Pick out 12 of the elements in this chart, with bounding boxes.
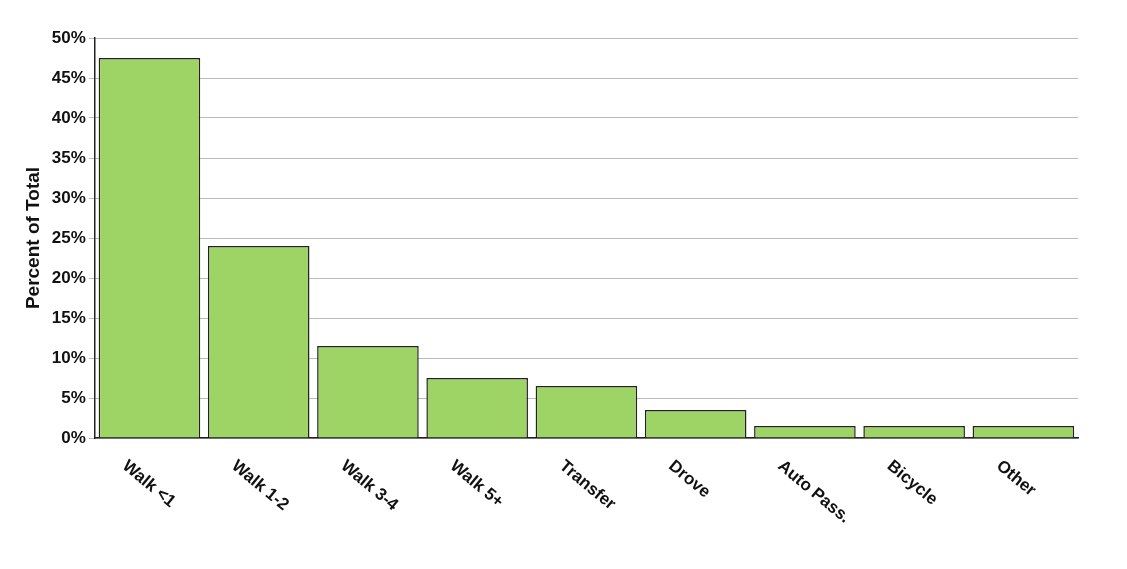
y-tick-label: 5% <box>61 387 86 407</box>
y-tick-label: 25% <box>51 227 86 247</box>
y-tick-label: 35% <box>51 147 86 167</box>
y-tick-label: 50% <box>51 27 86 47</box>
y-tick-label: 10% <box>51 347 86 367</box>
y-tick-label: 15% <box>51 307 86 327</box>
y-tick-label: 45% <box>51 67 86 87</box>
y-tick-label: 30% <box>51 187 86 207</box>
y-tick-label: 0% <box>61 427 86 447</box>
y-tick-label: 20% <box>51 267 86 287</box>
y-tick-label: 40% <box>51 107 86 127</box>
y-axis-title: Percent of Total <box>21 166 43 310</box>
